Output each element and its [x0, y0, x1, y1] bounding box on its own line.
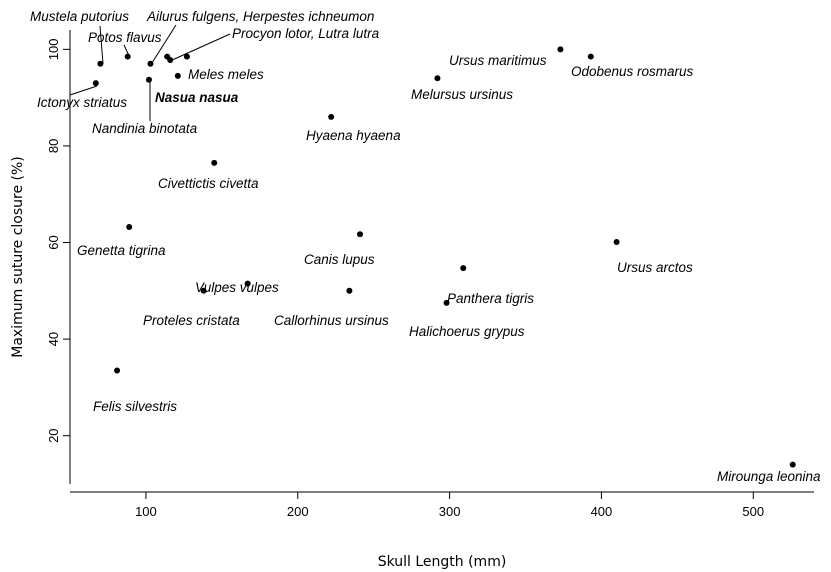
y-tick-label: 40 [46, 332, 61, 346]
y-tick-label: 80 [46, 139, 61, 153]
data-point [145, 76, 152, 83]
point-label: Panthera tigris [447, 291, 534, 306]
point-label: Procyon lotor, Lutra lutra [232, 26, 380, 41]
data-point [328, 113, 335, 120]
data-point [167, 56, 174, 63]
leader-lines [69, 24, 231, 121]
point-label: Nandinia binotata [92, 121, 198, 136]
data-point [147, 60, 154, 67]
x-tick-label: 400 [591, 504, 613, 519]
x-tick-label: 100 [135, 504, 157, 519]
data-point [183, 53, 190, 60]
x-axis-title: Skull Length (mm) [378, 554, 507, 570]
point-label: Civettictis civetta [158, 176, 259, 191]
data-points [92, 46, 796, 468]
data-point [244, 280, 251, 287]
point-label: Genetta tigrina [77, 243, 166, 258]
data-point [789, 461, 796, 468]
point-label: Ailurus fulgens, Herpestes ichneumon [146, 9, 374, 24]
y-tick-label: 60 [46, 235, 61, 249]
point-label: Melursus ursinus [411, 87, 513, 102]
leader-line [169, 33, 231, 62]
axes: 100 200 300 400 500 20 40 60 80 100 [46, 30, 814, 519]
point-label: Ictonyx striatus [37, 95, 127, 110]
y-tick-label: 20 [46, 428, 61, 442]
data-point [434, 75, 441, 82]
data-point [126, 224, 133, 231]
point-label: Potos flavus [88, 30, 162, 45]
data-point [97, 60, 104, 67]
point-label: Felis silvestris [93, 399, 177, 414]
point-labels: Mustela putorius Potos flavus Ailurus fulg… [30, 9, 821, 484]
point-label: Canis lupus [304, 252, 375, 267]
point-label: Hyaena hyaena [306, 128, 401, 143]
y-axis-title: Maximum suture closure (%) [10, 156, 26, 358]
point-label: Mirounga leonina [717, 469, 821, 484]
point-label: Mustela putorius [30, 9, 129, 24]
data-point [357, 231, 364, 238]
data-point [443, 299, 450, 306]
leader-line [69, 85, 98, 96]
data-point [557, 46, 564, 53]
leader-line [99, 25, 104, 65]
data-point [174, 72, 181, 79]
leader-line [149, 24, 177, 67]
point-label: Meles meles [188, 67, 264, 82]
y-tick-label: 100 [46, 38, 61, 60]
point-label: Callorhinus ursinus [274, 313, 389, 328]
x-tick-label: 500 [742, 504, 764, 519]
data-point [114, 367, 121, 374]
x-tick-label: 200 [287, 504, 309, 519]
point-label: Vulpes vulpes [195, 280, 279, 295]
data-point [200, 287, 207, 294]
point-label: Halichoerus grypus [409, 324, 525, 339]
point-label: Odobenus rosmarus [571, 64, 694, 79]
data-point [613, 239, 620, 246]
data-point [460, 265, 467, 272]
x-tick-label: 300 [439, 504, 461, 519]
data-point [92, 80, 99, 87]
point-label: Ursus maritimus [449, 53, 547, 68]
data-point [346, 287, 353, 294]
point-label: Nasua nasua [155, 90, 239, 105]
data-point [124, 53, 131, 60]
data-point [211, 159, 218, 166]
point-label: Ursus arctos [617, 260, 693, 275]
point-label: Proteles cristata [143, 313, 240, 328]
data-point [587, 53, 594, 60]
